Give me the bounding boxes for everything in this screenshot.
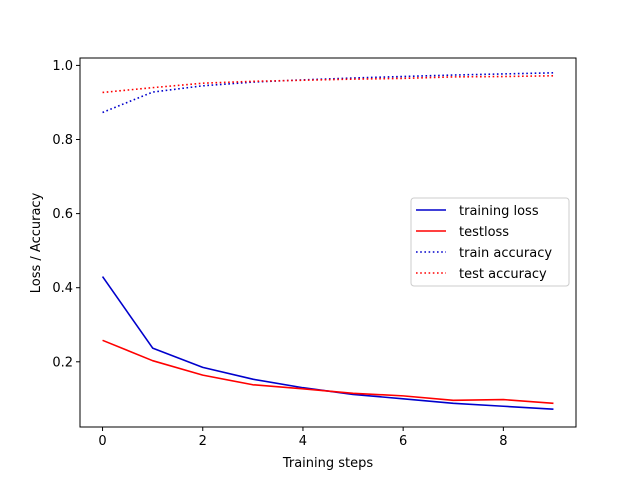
x-tick-label: 8 — [499, 434, 507, 449]
y-tick-label: 0.4 — [52, 281, 73, 296]
y-tick-label: 0.2 — [52, 355, 73, 370]
x-tick-label: 4 — [299, 434, 307, 449]
x-tick-label: 2 — [199, 434, 207, 449]
legend-label-testloss: testloss — [459, 225, 509, 240]
plot-frame — [79, 57, 577, 428]
y-tick-label: 1.0 — [52, 59, 73, 74]
x-tick-label: 6 — [399, 434, 407, 449]
x-tick-label: 0 — [98, 434, 106, 449]
series-line-testloss — [102, 339, 554, 405]
legend-label-training-loss: training loss — [459, 204, 539, 219]
legend-box — [410, 197, 570, 287]
y-tick-label: 0.6 — [52, 207, 73, 222]
legend: training loss testloss train accuracy test … — [410, 197, 570, 287]
legend-label-test-accuracy: test accuracy — [459, 267, 547, 282]
y-tick-label: 0.8 — [52, 133, 73, 148]
legend-label-train-accuracy: train accuracy — [459, 246, 552, 261]
x-axis-label: Training steps — [282, 456, 374, 471]
y-axis-label: Loss / Accuracy — [29, 192, 44, 293]
